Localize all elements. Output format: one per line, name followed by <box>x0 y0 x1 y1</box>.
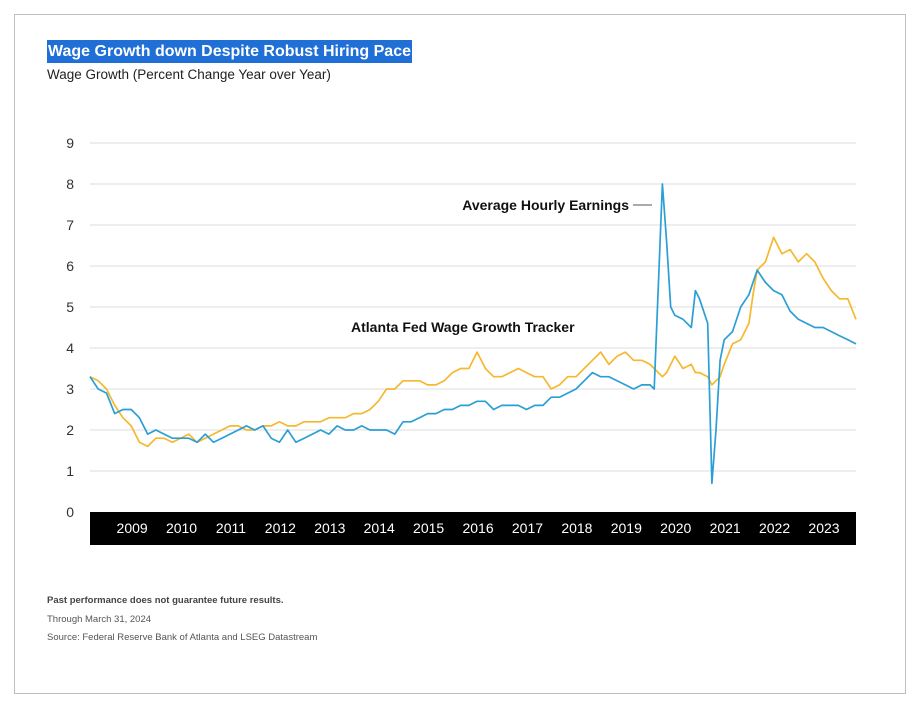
x-tick-label: 2019 <box>611 520 642 536</box>
chart-title: Wage Growth down Despite Robust Hiring P… <box>47 40 412 63</box>
x-tick-label: 2014 <box>364 520 395 536</box>
y-tick-label: 0 <box>66 504 74 520</box>
y-tick-label: 1 <box>66 463 74 479</box>
y-tick-label: 7 <box>66 217 74 233</box>
y-tick-label: 8 <box>66 176 74 192</box>
annotation-average-hourly-earnings: Average Hourly Earnings <box>462 197 629 213</box>
x-tick-label: 2017 <box>512 520 543 536</box>
y-tick-label: 2 <box>66 422 74 438</box>
x-tick-label: 2010 <box>166 520 197 536</box>
x-tick-label: 2021 <box>710 520 741 536</box>
y-tick-label: 6 <box>66 258 74 274</box>
gridlines <box>90 142 856 472</box>
x-tick-label: 2018 <box>561 520 592 536</box>
x-axis-tick-labels: 2009 2010 2011 2012 2013 2014 2015 2016 2017 2018… <box>117 520 840 536</box>
source-note: Source: Federal Reserve Bank of Atlanta … <box>47 632 318 643</box>
y-tick-label: 5 <box>66 299 74 315</box>
y-tick-label: 4 <box>66 340 74 356</box>
series-lines <box>89 183 857 485</box>
y-axis-tick-labels: 0 1 2 3 4 5 6 7 8 9 <box>66 135 74 520</box>
average-hourly-earnings-line <box>89 183 857 485</box>
y-tick-label: 9 <box>66 135 74 151</box>
x-axis-band <box>90 512 856 545</box>
disclaimer-note: Past performance does not guarantee futu… <box>47 595 284 606</box>
x-tick-label: 2022 <box>759 520 790 536</box>
x-tick-label: 2016 <box>462 520 493 536</box>
x-tick-label: 2011 <box>216 520 246 536</box>
chart-subtitle: Wage Growth (Percent Change Year over Ye… <box>47 67 331 82</box>
x-tick-label: 2009 <box>117 520 148 536</box>
atlanta-fed-tracker-line <box>89 236 857 448</box>
annotations: Average Hourly Earnings Atlanta Fed Wage … <box>351 197 652 335</box>
through-date-note: Through March 31, 2024 <box>47 614 152 625</box>
x-tick-label: 2012 <box>265 520 296 536</box>
y-tick-label: 3 <box>66 381 74 397</box>
x-tick-label: 2013 <box>314 520 345 536</box>
chart-frame <box>14 14 906 694</box>
x-tick-label: 2015 <box>413 520 444 536</box>
annotation-atlanta-fed-tracker: Atlanta Fed Wage Growth Tracker <box>351 319 575 335</box>
x-tick-label: 2023 <box>808 520 839 536</box>
x-tick-label: 2020 <box>660 520 691 536</box>
